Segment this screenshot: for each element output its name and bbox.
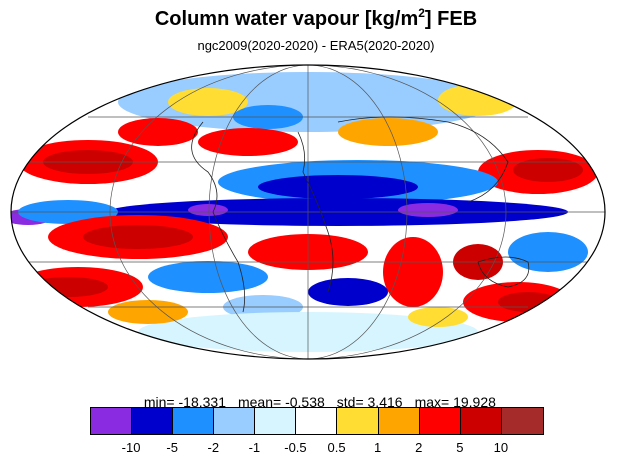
- map-field: [11, 65, 605, 359]
- colorbar-tick-label: 10: [493, 440, 509, 455]
- colorbar-swatch: [501, 408, 543, 434]
- figure-subtitle: ngc2009(2020-2020) - ERA5(2020-2020): [197, 38, 435, 53]
- stat-std: std= 3.416: [336, 394, 403, 410]
- colorbar-tick-label: -5: [166, 440, 178, 455]
- colorbar-swatch: [460, 408, 502, 434]
- statistics-line: min= -18.331 mean= -0.538 std= 3.416 max= 1…: [0, 378, 632, 410]
- stat-mean: mean= -0.538: [237, 394, 325, 410]
- s-indian-red: [383, 237, 443, 307]
- colorbar-swatch: [419, 408, 461, 434]
- coastlines: [191, 116, 530, 313]
- colorbar-swatch: [173, 408, 215, 434]
- colorbar-swatch: [337, 408, 379, 434]
- colorbar-tick-label: 1: [374, 440, 382, 455]
- equatorial-purple: [398, 203, 458, 217]
- colorbar-swatch: [132, 408, 174, 434]
- colorbar-ticks: -10 -5 -2 -1 -0.5 0.5 1 2 5 10: [90, 440, 542, 458]
- north-yellow-patch: [168, 88, 248, 116]
- colorbar-swatch: [91, 408, 133, 434]
- map-border: [10, 64, 606, 360]
- colorbar-swatch: [214, 408, 256, 434]
- colorbar-tick-label: -2: [207, 440, 220, 455]
- graticule: [11, 65, 605, 359]
- colorbar-swatch: [255, 408, 297, 434]
- colorbar-tick-label: -1: [248, 440, 261, 455]
- colorbar-tick-label: -10: [121, 440, 141, 455]
- colorbar-tick-label: -0.5: [284, 440, 307, 455]
- colorbar-tick-label: 2: [415, 440, 423, 455]
- world-map-mollweide: [10, 64, 606, 360]
- colorbar: [90, 407, 544, 435]
- colorbar-swatch: [296, 408, 338, 434]
- colorbar-tick-label: 0.5: [327, 440, 346, 455]
- stat-max: max= 19.928: [414, 394, 496, 410]
- ne-yellow-patch: [438, 84, 518, 116]
- colorbar-swatch: [378, 408, 420, 434]
- colorbar-tick-label: 5: [456, 440, 464, 455]
- figure-title: Column water vapour [kg/m2] FEB: [154, 6, 478, 30]
- n-atlantic-red: [198, 128, 298, 156]
- stat-min: min= -18.331: [143, 394, 226, 410]
